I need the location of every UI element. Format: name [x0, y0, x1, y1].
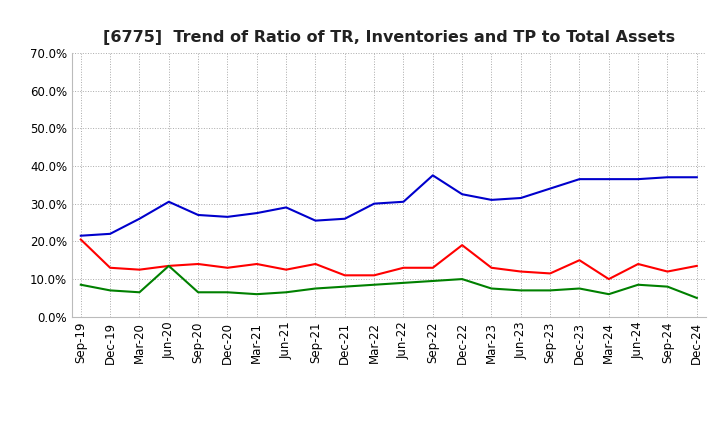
Trade Receivables — [282, 267, 290, 272]
Inventories — [370, 201, 379, 206]
Trade Receivables — [164, 263, 173, 268]
Trade Receivables — [575, 257, 584, 263]
Trade Receivables — [194, 261, 202, 267]
Trade Receivables — [458, 242, 467, 248]
Trade Receivables — [663, 269, 672, 274]
Trade Payables — [399, 280, 408, 286]
Trade Payables — [164, 263, 173, 268]
Trade Payables — [575, 286, 584, 291]
Trade Payables — [458, 276, 467, 282]
Trade Receivables — [399, 265, 408, 271]
Trade Receivables — [106, 265, 114, 271]
Inventories — [253, 210, 261, 216]
Line: Inventories: Inventories — [81, 176, 697, 236]
Trade Receivables — [634, 261, 642, 267]
Inventories — [106, 231, 114, 236]
Trade Payables — [487, 286, 496, 291]
Inventories — [282, 205, 290, 210]
Trade Payables — [516, 288, 525, 293]
Trade Receivables — [370, 273, 379, 278]
Trade Payables — [311, 286, 320, 291]
Title: [6775]  Trend of Ratio of TR, Inventories and TP to Total Assets: [6775] Trend of Ratio of TR, Inventories… — [103, 29, 675, 45]
Inventories — [164, 199, 173, 205]
Trade Payables — [370, 282, 379, 287]
Trade Payables — [693, 295, 701, 301]
Trade Payables — [253, 292, 261, 297]
Trade Receivables — [341, 273, 349, 278]
Trade Payables — [605, 292, 613, 297]
Inventories — [487, 197, 496, 202]
Inventories — [546, 186, 554, 191]
Trade Payables — [194, 290, 202, 295]
Trade Payables — [663, 284, 672, 289]
Trade Receivables — [693, 263, 701, 268]
Line: Trade Receivables: Trade Receivables — [81, 239, 697, 279]
Trade Payables — [106, 288, 114, 293]
Trade Receivables — [135, 267, 144, 272]
Inventories — [575, 176, 584, 182]
Trade Payables — [428, 279, 437, 284]
Inventories — [428, 173, 437, 178]
Trade Receivables — [516, 269, 525, 274]
Inventories — [399, 199, 408, 205]
Inventories — [634, 176, 642, 182]
Trade Payables — [634, 282, 642, 287]
Trade Payables — [341, 284, 349, 289]
Trade Payables — [76, 282, 85, 287]
Trade Payables — [546, 288, 554, 293]
Inventories — [458, 191, 467, 197]
Inventories — [605, 176, 613, 182]
Inventories — [516, 195, 525, 201]
Trade Payables — [223, 290, 232, 295]
Inventories — [663, 175, 672, 180]
Trade Receivables — [487, 265, 496, 271]
Trade Payables — [282, 290, 290, 295]
Trade Receivables — [311, 261, 320, 267]
Trade Receivables — [546, 271, 554, 276]
Trade Receivables — [253, 261, 261, 267]
Inventories — [223, 214, 232, 220]
Inventories — [194, 213, 202, 218]
Trade Receivables — [223, 265, 232, 271]
Inventories — [341, 216, 349, 221]
Inventories — [311, 218, 320, 223]
Trade Payables — [135, 290, 144, 295]
Inventories — [76, 233, 85, 238]
Inventories — [135, 216, 144, 221]
Inventories — [693, 175, 701, 180]
Line: Trade Payables: Trade Payables — [81, 266, 697, 298]
Trade Receivables — [76, 237, 85, 242]
Trade Receivables — [605, 276, 613, 282]
Trade Receivables — [428, 265, 437, 271]
